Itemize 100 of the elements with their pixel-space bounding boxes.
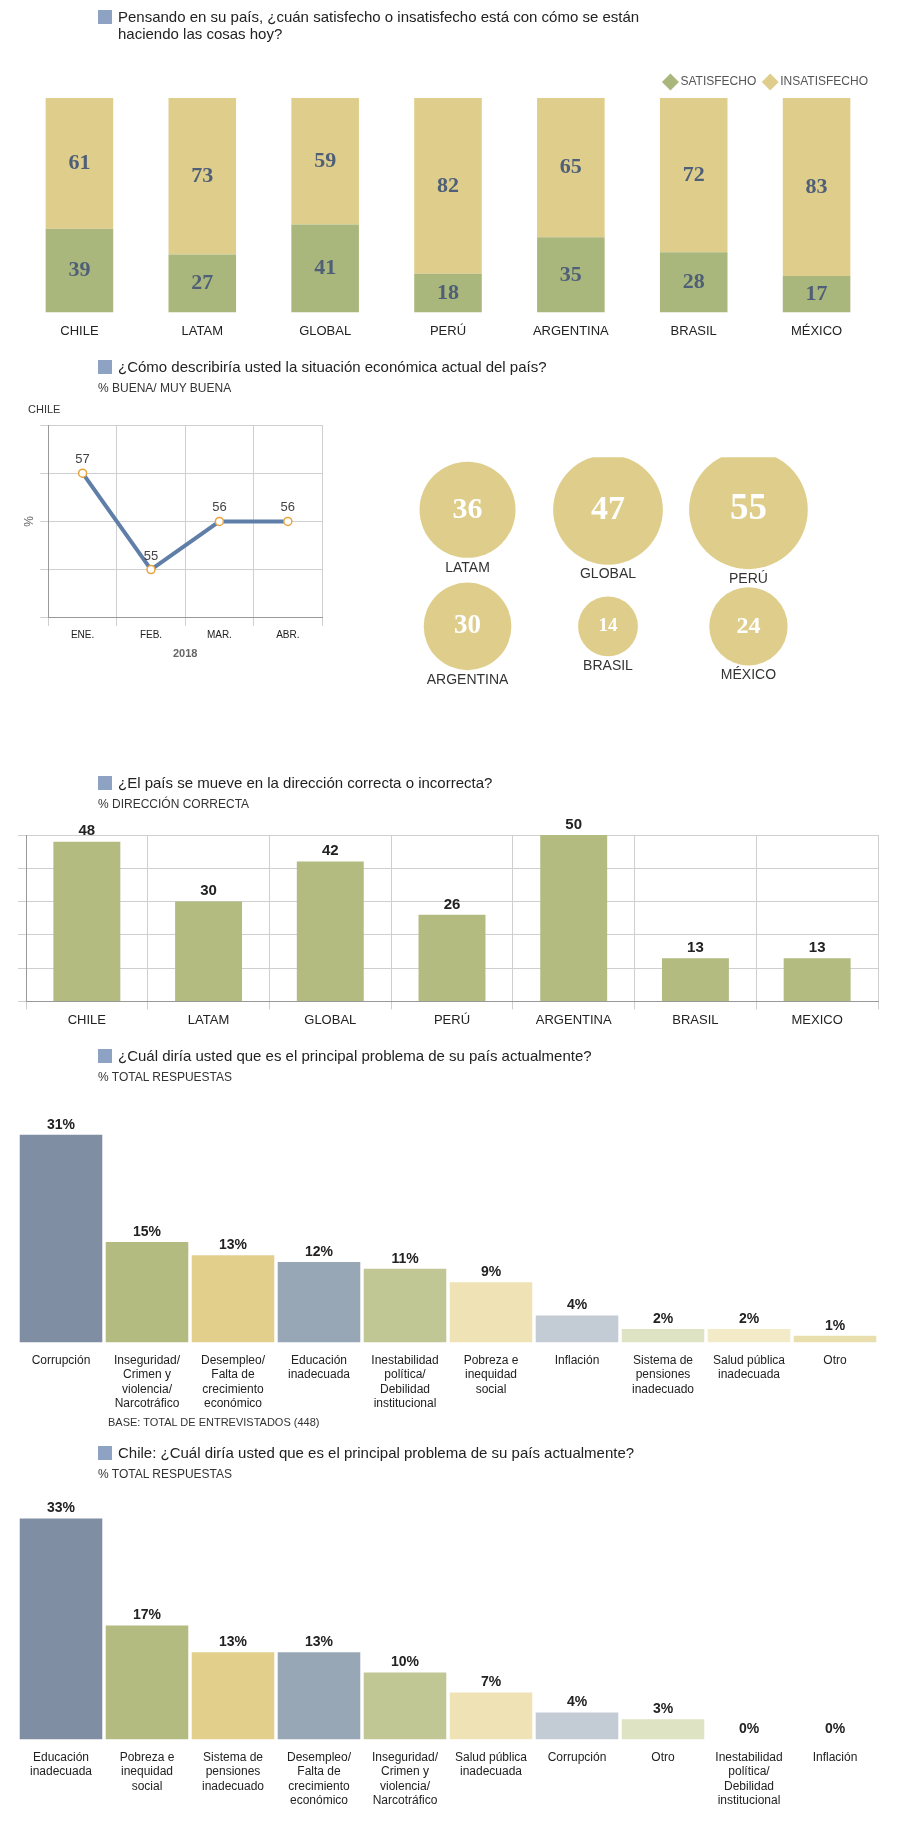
x-tick-label: BRASIL (672, 1011, 719, 1027)
x-tick-label: Corrupción (31, 1352, 91, 1367)
x-tick-label: ENE. (70, 628, 95, 640)
chart-title: ¿Cuál diría usted que es el principal problema de su país actualmente? (118, 1047, 592, 1064)
x-tick-label: MÉXICO (790, 322, 843, 338)
bar (449, 1692, 533, 1740)
category-label: LATAM (445, 558, 490, 575)
chart-title: ¿El país se mueve en la dirección correcta o incorrecta? (118, 774, 493, 791)
data-label: 73 (191, 161, 214, 187)
bar (175, 901, 243, 1001)
data-label: 56 (280, 499, 296, 515)
x-tick-label: PERÚ (433, 1011, 471, 1027)
bar (449, 1282, 533, 1343)
data-label: 39 (68, 256, 91, 282)
x-tick-label: CHILE (60, 322, 99, 338)
data-label: 24 (736, 611, 761, 638)
bar (661, 958, 729, 1001)
data-label: 4% (566, 1693, 588, 1710)
chart-subtitle: % TOTAL RESPUESTAS (98, 1467, 234, 1481)
x-tick-label: Inflación (554, 1352, 600, 1367)
data-label: 13 (808, 937, 826, 955)
x-tick-label: PERÚ (429, 322, 467, 338)
data-label: 14 (598, 614, 618, 636)
x-tick-label: Desempleo/Falta de crecimiento económico (286, 1749, 352, 1808)
data-label: 59 (314, 146, 337, 172)
data-label: 47 (591, 488, 625, 526)
legend-label: SATISFECHO (680, 74, 757, 89)
data-label: 2% (738, 1309, 760, 1326)
chart-subtitle: % DIRECCIÓN CORRECTA (98, 797, 251, 811)
data-label: 18 (437, 278, 459, 304)
bar (19, 1134, 103, 1343)
bar (363, 1268, 447, 1343)
bar (191, 1652, 275, 1740)
data-label: 33% (46, 1499, 76, 1516)
x-tick-label: Salud pública inadecuada (454, 1749, 528, 1779)
data-label: 4% (566, 1296, 588, 1313)
bar (105, 1241, 189, 1343)
bar (659, 252, 728, 313)
data-label: 55 (143, 547, 159, 563)
data-label: 7% (480, 1673, 502, 1690)
bar (291, 98, 359, 225)
data-label: 36 (452, 490, 483, 524)
x-tick-label: Pobreza e inequidad social (119, 1749, 175, 1793)
x-tick-label: CHILE (67, 1011, 107, 1027)
data-label: 13% (218, 1236, 248, 1253)
x-tick-label: LATAM (181, 322, 223, 338)
x-tick-label: Inseguridad/Crimen y violencia/Narcotráfico (371, 1749, 439, 1808)
bar (535, 1315, 619, 1343)
x-tick-label: Salud pública inadecuada (712, 1352, 786, 1382)
data-label: 2% (652, 1309, 674, 1326)
data-label: 56 (212, 499, 227, 515)
x-tick-label: GLOBAL (304, 1011, 357, 1027)
x-tick-label: Pobreza e inequidad social (463, 1352, 519, 1396)
x-tick-label: Desempleo/Falta de crecimiento económico (200, 1352, 266, 1411)
bar (363, 1672, 447, 1740)
bar (783, 958, 851, 1001)
x-tick-label: Inseguridad/Crimen y violencia/Narcotráfico (113, 1352, 181, 1411)
data-label: 82 (437, 171, 459, 197)
data-label: 11% (391, 1249, 420, 1266)
text: CHILE (28, 403, 62, 415)
x-tick-label: FEB. (139, 628, 163, 640)
bar (168, 254, 237, 313)
bar (537, 237, 605, 313)
text: BASE: TOTAL DE ENTREVISTADOS (448) (108, 1416, 321, 1428)
data-label: 57 (75, 451, 90, 467)
x-tick-label: Inestabilidad política/ Debilidad institucional (715, 1749, 783, 1808)
bar (707, 1329, 791, 1343)
bar (291, 224, 359, 313)
data-label: 31% (46, 1115, 76, 1132)
data-label: 9% (480, 1262, 502, 1279)
bar (782, 98, 851, 276)
data-label: 27 (191, 269, 214, 295)
data-label: 13% (218, 1633, 248, 1650)
bar (191, 1255, 275, 1343)
legend-label: INSATISFECHO (780, 74, 869, 89)
data-label: 35 (559, 260, 582, 286)
x-tick-label: Educación inadecuada (287, 1352, 351, 1382)
chart-title: ¿Cómo describiría usted la situación económica actual del país? (118, 358, 547, 375)
bar (19, 1518, 103, 1740)
bar (414, 98, 482, 274)
data-label: 3% (652, 1700, 674, 1717)
bar (296, 861, 364, 1001)
bar (45, 98, 114, 229)
category-label: MÉXICO (720, 666, 777, 683)
data-label: 50 (565, 814, 583, 832)
bar (540, 835, 608, 1001)
bar (782, 275, 851, 313)
x-tick-label: ABR. (276, 628, 300, 640)
data-label: 61 (68, 149, 91, 175)
data-label: 17% (132, 1606, 162, 1623)
data-label: 42 (321, 841, 339, 859)
data-label: 41 (314, 254, 337, 280)
data-label: 72 (682, 160, 705, 186)
category-label: GLOBAL (579, 565, 637, 582)
chart-subtitle: % BUENA/ MUY BUENA (98, 381, 233, 395)
x-tick-label: BRASIL (670, 322, 717, 338)
data-label: 17 (805, 279, 828, 305)
x-tick-label: ARGENTINA (535, 1011, 612, 1027)
data-label: 55 (729, 486, 767, 528)
data-label: 13 (687, 937, 704, 955)
